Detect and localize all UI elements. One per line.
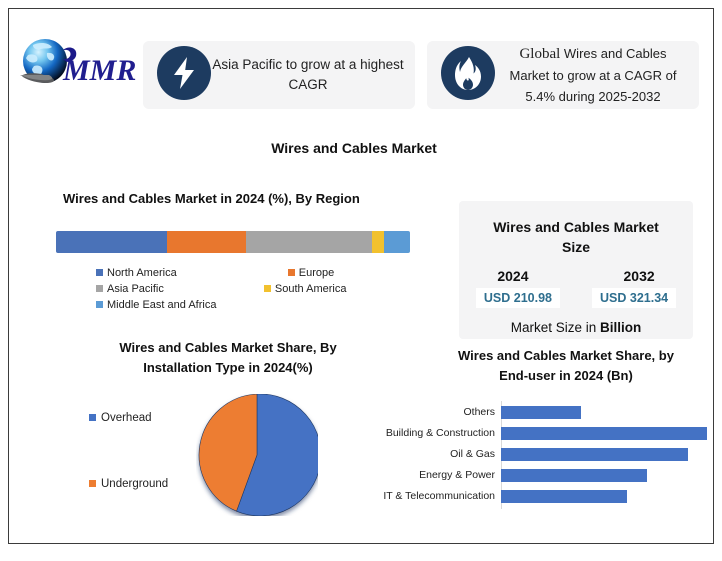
svg-text:MMR: MMR — [62, 54, 136, 87]
